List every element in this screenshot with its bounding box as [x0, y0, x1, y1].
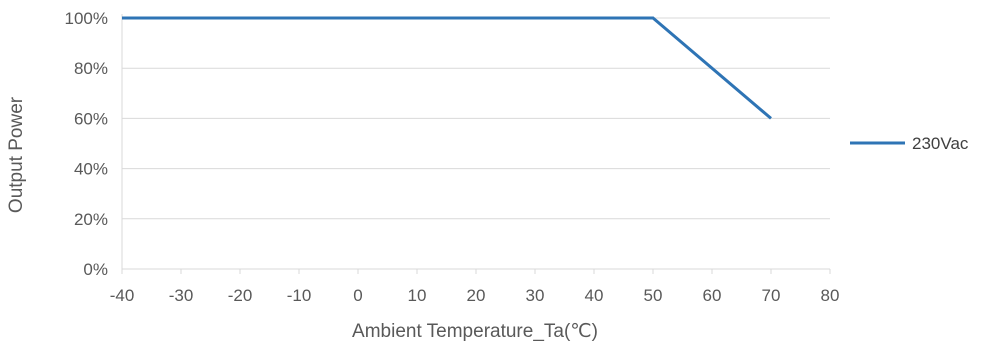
y-tick-label: 20% — [74, 210, 108, 229]
y-tick-label: 100% — [65, 9, 108, 28]
y-tick-label: 0% — [83, 260, 108, 279]
y-axis-title: Output Power — [6, 96, 27, 213]
x-tick-label: -40 — [110, 286, 135, 305]
x-tick-label: 80 — [821, 286, 840, 305]
x-tick-label: 30 — [526, 286, 545, 305]
x-tick-label: 10 — [408, 286, 427, 305]
y-tick-label: 40% — [74, 160, 108, 179]
legend: 230Vac — [850, 134, 969, 153]
series-lines — [122, 16, 772, 120]
x-tick-labels: -40 -30 -20 -10 0 10 20 30 40 50 60 70 80 — [110, 286, 840, 305]
legend-label-230vac: 230Vac — [912, 134, 969, 153]
series-line-230vac — [122, 16, 772, 120]
y-tick-labels: 0% 20% 40% 60% 80% 100% — [65, 9, 108, 279]
axes — [121, 14, 831, 274]
x-tick-label: 40 — [585, 286, 604, 305]
x-tick-label: -10 — [287, 286, 312, 305]
y-tick-label: 60% — [74, 109, 108, 128]
x-tick-label: 50 — [644, 286, 663, 305]
x-tick-label: -20 — [228, 286, 253, 305]
x-tick-label: 20 — [467, 286, 486, 305]
x-tick-label: 60 — [703, 286, 722, 305]
x-tick-label: 70 — [762, 286, 781, 305]
x-axis-title: Ambient Temperature_Ta(℃) — [352, 321, 598, 342]
x-tick-label: -30 — [169, 286, 194, 305]
y-tick-label: 80% — [74, 59, 108, 78]
gridlines — [122, 17, 830, 220]
x-tick-label: 0 — [353, 286, 362, 305]
